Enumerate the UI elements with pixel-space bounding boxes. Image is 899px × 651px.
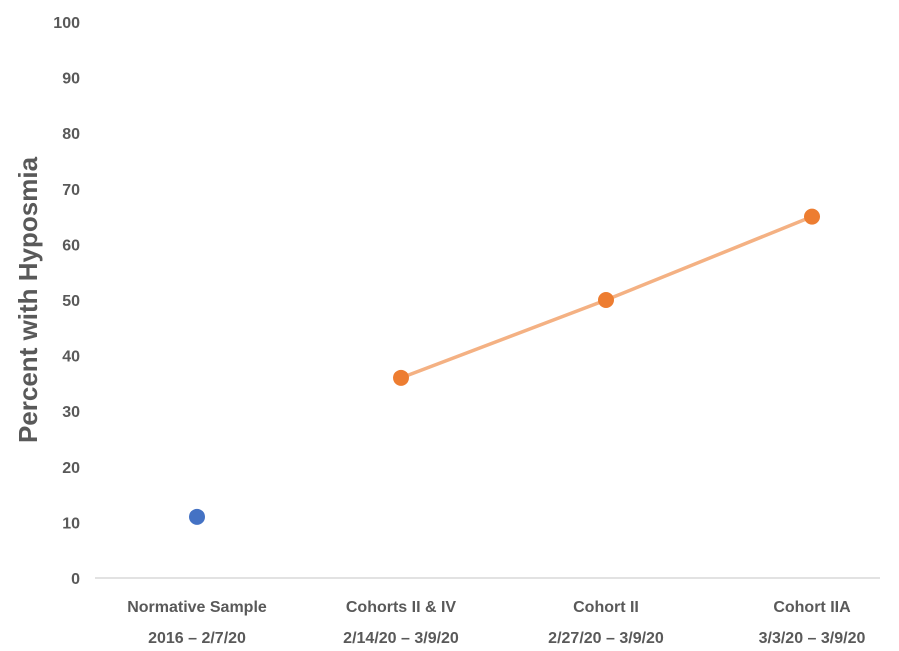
x-category-dates: 2/27/20 – 3/9/20 bbox=[548, 630, 664, 647]
y-tick-label: 40 bbox=[62, 349, 80, 366]
x-category-label: Normative Sample bbox=[127, 599, 267, 616]
y-tick-label: 30 bbox=[62, 404, 80, 421]
x-category-dates: 2016 – 2/7/20 bbox=[148, 630, 246, 647]
x-category-dates: 3/3/20 – 3/9/20 bbox=[759, 630, 866, 647]
data-point bbox=[393, 369, 409, 386]
y-axis-ticks: 0 10 20 30 40 50 60 70 80 90 100 bbox=[53, 15, 80, 588]
y-tick-label: 0 bbox=[71, 571, 80, 588]
y-tick-label: 10 bbox=[62, 515, 80, 532]
y-tick-label: 50 bbox=[62, 293, 80, 310]
y-tick-label: 90 bbox=[62, 71, 80, 88]
x-category-label: Cohort II bbox=[573, 599, 639, 616]
y-tick-label: 60 bbox=[62, 237, 80, 254]
x-category-label: Cohorts II & IV bbox=[346, 599, 457, 616]
x-axis-labels: Normative Sample 2016 – 2/7/20 Cohorts II … bbox=[127, 599, 865, 647]
data-point bbox=[598, 292, 614, 308]
y-tick-label: 70 bbox=[62, 182, 80, 199]
y-tick-label: 20 bbox=[62, 460, 80, 477]
x-category-label: Cohort IIA bbox=[773, 599, 851, 616]
data-point bbox=[189, 508, 205, 525]
y-tick-label: 100 bbox=[53, 15, 80, 32]
y-tick-label: 80 bbox=[62, 126, 80, 143]
data-point bbox=[804, 208, 820, 225]
series-points bbox=[189, 208, 820, 525]
x-category-dates: 2/14/20 – 3/9/20 bbox=[343, 630, 459, 647]
y-axis-title: Percent with Hyposmia bbox=[13, 156, 43, 443]
